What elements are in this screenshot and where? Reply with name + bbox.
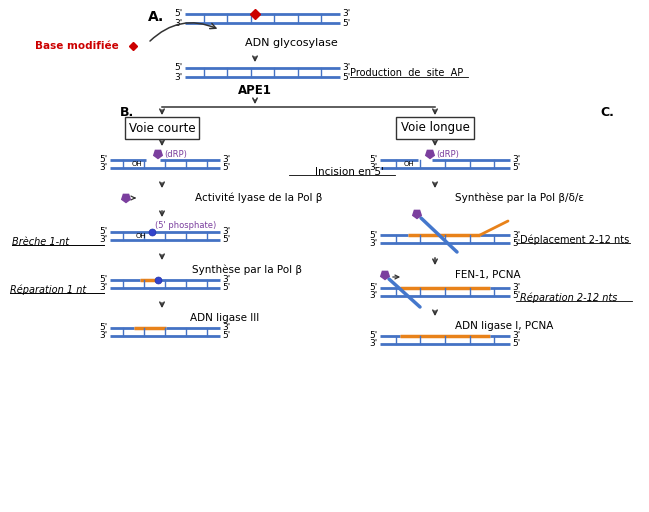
Text: 5': 5'	[342, 73, 350, 81]
Text: 3': 3'	[370, 239, 378, 247]
Text: C.: C.	[600, 106, 614, 119]
Polygon shape	[413, 210, 421, 219]
Text: 3': 3'	[370, 163, 378, 173]
Text: 3': 3'	[370, 291, 378, 301]
Text: 3': 3'	[370, 339, 378, 349]
Text: 5': 5'	[175, 10, 183, 18]
Text: 5': 5'	[512, 291, 520, 301]
Text: 5': 5'	[342, 18, 350, 28]
Text: 5': 5'	[512, 163, 520, 173]
Text: Déplacement 2-12 nts: Déplacement 2-12 nts	[520, 234, 630, 245]
Text: 3': 3'	[100, 331, 108, 340]
Text: 3': 3'	[222, 227, 230, 237]
Text: OH: OH	[404, 161, 414, 167]
Text: 3': 3'	[512, 230, 520, 240]
Text: Base modifiée: Base modifiée	[35, 41, 119, 51]
Polygon shape	[426, 151, 434, 159]
Text: 3': 3'	[100, 236, 108, 245]
Polygon shape	[154, 151, 162, 159]
Text: 5': 5'	[222, 163, 230, 173]
Text: 5': 5'	[100, 156, 108, 164]
Text: 5': 5'	[370, 230, 378, 240]
Text: 3': 3'	[342, 10, 350, 18]
Text: OH: OH	[136, 233, 147, 240]
Text: 3': 3'	[100, 163, 108, 173]
Text: 3': 3'	[512, 156, 520, 164]
Text: Réparation 2-12 nts: Réparation 2-12 nts	[520, 293, 617, 303]
Text: 5': 5'	[100, 275, 108, 285]
Text: 5': 5'	[100, 227, 108, 237]
Text: 3': 3'	[100, 284, 108, 292]
Text: 5': 5'	[370, 284, 378, 292]
Text: 5': 5'	[175, 63, 183, 73]
Text: 3': 3'	[512, 331, 520, 340]
Text: 5': 5'	[100, 324, 108, 332]
Text: Incision en 5': Incision en 5'	[315, 167, 384, 177]
Polygon shape	[122, 195, 130, 203]
Text: 5': 5'	[222, 331, 230, 340]
Text: (5' phosphate): (5' phosphate)	[155, 221, 216, 229]
Text: 3': 3'	[512, 284, 520, 292]
Text: FEN-1, PCNA: FEN-1, PCNA	[455, 270, 520, 280]
Text: Synthèse par la Pol β: Synthèse par la Pol β	[192, 265, 302, 275]
Text: Production  de  site  AP: Production de site AP	[350, 68, 463, 78]
Text: ADN ligase III: ADN ligase III	[190, 313, 259, 323]
Text: 3': 3'	[175, 73, 183, 81]
Text: 3': 3'	[222, 275, 230, 285]
Text: (dRP): (dRP)	[164, 150, 187, 159]
Text: 3': 3'	[175, 18, 183, 28]
Text: Brèche 1-nt: Brèche 1-nt	[12, 237, 69, 247]
Text: 5': 5'	[222, 284, 230, 292]
Text: ADN glycosylase: ADN glycosylase	[245, 38, 337, 48]
Text: 5': 5'	[512, 239, 520, 247]
Text: 5': 5'	[512, 339, 520, 349]
Text: 3': 3'	[222, 156, 230, 164]
Text: APE1: APE1	[238, 83, 272, 96]
Text: Voie courte: Voie courte	[129, 121, 195, 135]
Text: 5': 5'	[370, 331, 378, 340]
Text: Réparation 1 nt: Réparation 1 nt	[10, 285, 86, 295]
Polygon shape	[381, 271, 389, 280]
Text: Synthèse par la Pol β/δ/ε: Synthèse par la Pol β/δ/ε	[455, 193, 584, 203]
Text: 3': 3'	[222, 324, 230, 332]
Text: Voie longue: Voie longue	[400, 121, 469, 135]
Text: (dRP): (dRP)	[436, 150, 459, 159]
Text: OH: OH	[132, 161, 142, 167]
Text: 5': 5'	[370, 156, 378, 164]
Text: A.: A.	[148, 10, 164, 24]
Text: Activité lyase de la Pol β: Activité lyase de la Pol β	[195, 193, 323, 203]
Text: 5': 5'	[222, 236, 230, 245]
Text: 3': 3'	[342, 63, 350, 73]
Text: B.: B.	[120, 106, 134, 119]
Text: ADN ligase I, PCNA: ADN ligase I, PCNA	[455, 321, 554, 331]
